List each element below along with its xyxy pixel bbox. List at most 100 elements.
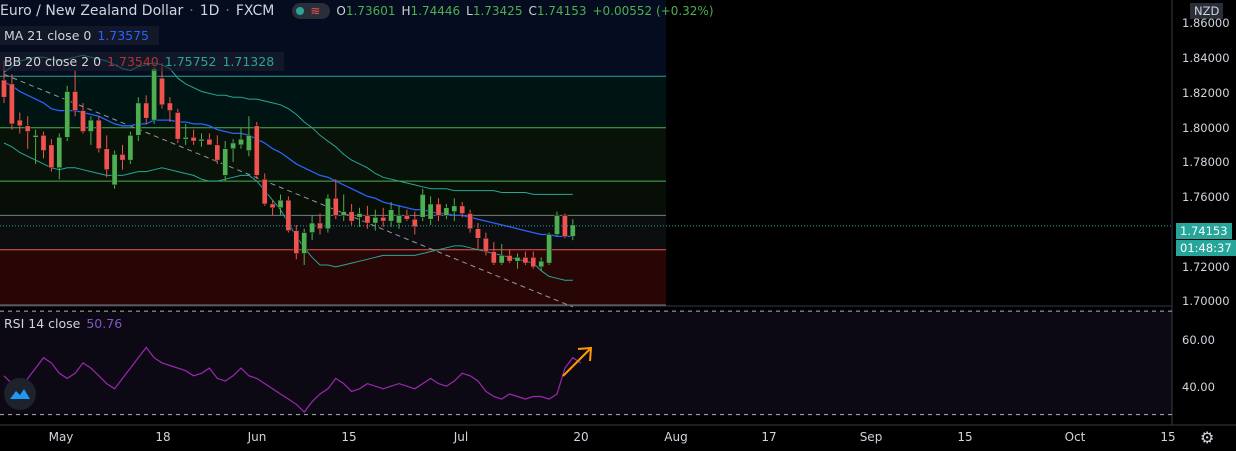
candle-body bbox=[411, 218, 418, 228]
candle-body bbox=[396, 215, 402, 224]
ohlc-close-value: 1.74153 bbox=[536, 4, 587, 18]
candle-body bbox=[348, 211, 355, 222]
candle-body bbox=[301, 232, 308, 254]
candle-body bbox=[372, 217, 379, 224]
bar-countdown-badge: 01:48:37 bbox=[1176, 240, 1236, 256]
time-tick: Aug bbox=[664, 430, 688, 444]
tradingview-logo-icon bbox=[4, 378, 36, 410]
candle-body bbox=[246, 135, 252, 151]
arrow-head bbox=[577, 346, 593, 362]
ohlc-change: +0.00552 (+0.32%) bbox=[592, 4, 714, 18]
candle-body bbox=[364, 215, 371, 224]
candle-body bbox=[143, 102, 150, 119]
candle-body bbox=[119, 154, 126, 161]
candle-body bbox=[475, 228, 481, 239]
rsi-line bbox=[3, 346, 582, 414]
candle-body bbox=[190, 137, 197, 142]
candle-body bbox=[16, 119, 23, 127]
price-tick: 1.76000 bbox=[1182, 190, 1230, 204]
candle-body bbox=[1, 79, 7, 98]
candle-body bbox=[56, 137, 63, 168]
candle-body bbox=[95, 119, 102, 149]
price-tick: 1.70000 bbox=[1182, 294, 1230, 308]
candle-body bbox=[506, 255, 513, 262]
candle-body bbox=[111, 154, 118, 186]
symbol-title[interactable]: Euro / New Zealand Dollar bbox=[0, 3, 184, 19]
candle-body bbox=[419, 194, 426, 218]
time-tick: 15 bbox=[1160, 430, 1176, 444]
candle-body bbox=[40, 135, 47, 151]
candle-body bbox=[332, 198, 339, 216]
candle-body bbox=[325, 198, 331, 229]
candle-body bbox=[151, 68, 157, 121]
settings-gear-icon[interactable]: ⚙ bbox=[1200, 428, 1215, 447]
ma-legend[interactable]: MA 21 close 0 1.73575 bbox=[0, 26, 160, 45]
bb-legend[interactable]: BB 20 close 2 0 1.73540 1.75752 1.71328 bbox=[0, 52, 285, 71]
fib-zone bbox=[0, 249, 666, 305]
candle-body bbox=[253, 125, 260, 176]
fib-zone bbox=[0, 127, 666, 182]
fib-zone bbox=[0, 76, 666, 128]
market-status-pill[interactable]: ≋ bbox=[292, 3, 331, 19]
candle-body bbox=[404, 215, 410, 220]
candle-body bbox=[206, 138, 213, 146]
candle-body bbox=[483, 238, 489, 252]
bb-basis-value: 1.73540 bbox=[107, 54, 159, 69]
candle-body bbox=[103, 148, 110, 170]
candle-body bbox=[238, 138, 244, 146]
time-tick: May bbox=[48, 430, 74, 444]
candle-body bbox=[222, 148, 229, 176]
candle-body bbox=[24, 125, 31, 132]
symbol-legend: Euro / New Zealand Dollar · 1D · FXCM ≋ … bbox=[0, 3, 714, 19]
candle-body bbox=[214, 144, 221, 161]
candle-body bbox=[293, 230, 300, 254]
price-tick: 1.80000 bbox=[1182, 121, 1230, 135]
candle-body bbox=[451, 205, 458, 212]
bb-upper-value: 1.75752 bbox=[164, 54, 217, 69]
trendline bbox=[3, 73, 573, 308]
candle-body bbox=[388, 209, 394, 222]
candle-body bbox=[9, 83, 15, 125]
candle-body bbox=[182, 137, 189, 140]
time-tick: 17 bbox=[761, 430, 777, 444]
candle-body bbox=[174, 112, 181, 140]
price-tick: 1.82000 bbox=[1182, 86, 1230, 100]
candle-body bbox=[467, 213, 473, 229]
ohlc-close-label: C bbox=[528, 4, 537, 18]
candle-body bbox=[554, 215, 560, 235]
bb-lower-value: 1.71328 bbox=[222, 54, 275, 69]
candle-body bbox=[340, 211, 347, 216]
candle-body bbox=[198, 138, 205, 142]
candle-body bbox=[427, 203, 434, 220]
price-tick: 1.86000 bbox=[1182, 16, 1230, 30]
candle-body bbox=[569, 224, 576, 237]
currency-badge[interactable]: NZD bbox=[1190, 3, 1224, 19]
last-price-badge: 1.74153 bbox=[1176, 223, 1232, 239]
candle-body bbox=[459, 205, 466, 214]
candle-body bbox=[435, 203, 442, 216]
candle-body bbox=[546, 234, 552, 264]
candle-body bbox=[88, 119, 94, 132]
rsi-label: RSI 14 close bbox=[4, 316, 81, 331]
rsi-legend[interactable]: RSI 14 close 50.76 bbox=[0, 314, 132, 333]
candle-body bbox=[48, 144, 55, 168]
candle-body bbox=[380, 217, 387, 222]
price-tick: 1.72000 bbox=[1182, 260, 1230, 274]
candle-body bbox=[32, 135, 39, 138]
time-tick: Oct bbox=[1064, 430, 1086, 444]
interval-label[interactable]: 1D bbox=[199, 3, 220, 19]
ma-value: 1.73575 bbox=[97, 28, 150, 43]
ohlc-low-label: L bbox=[466, 4, 473, 18]
rsi-tick: 40.00 bbox=[1182, 380, 1215, 394]
candle-body bbox=[269, 203, 276, 209]
ohlc-high-value: 1.74446 bbox=[410, 4, 461, 18]
candle-body bbox=[167, 102, 173, 111]
time-tick: Sep bbox=[859, 430, 883, 444]
wave-icon: ≋ bbox=[310, 4, 321, 18]
time-tick: 15 bbox=[957, 430, 973, 444]
price-tick: 1.78000 bbox=[1182, 155, 1230, 169]
candle-body bbox=[490, 251, 497, 264]
exchange-label: FXCM bbox=[235, 3, 275, 19]
candle-body bbox=[498, 255, 505, 264]
